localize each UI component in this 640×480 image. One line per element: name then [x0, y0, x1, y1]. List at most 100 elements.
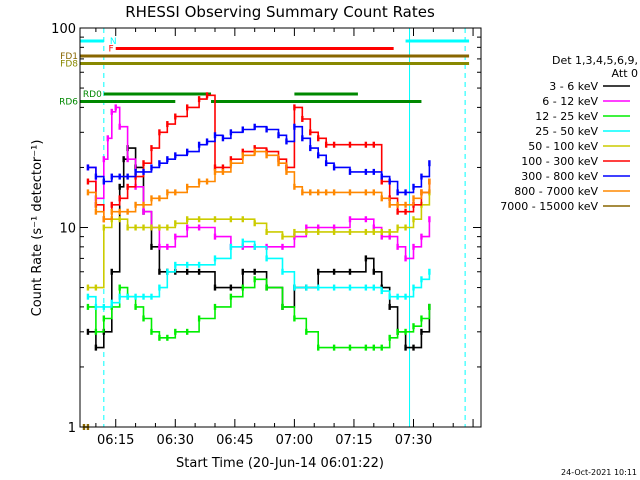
series-5-point-35: [404, 208, 407, 215]
series-6-point-4: [118, 173, 121, 180]
series-1-point-23: [305, 224, 308, 231]
legend-label-8: 7000 - 15000 keV: [500, 200, 598, 213]
legend: Det 1,3,4,5,6,9,Att 0 3 - 6 keV 6 - 12 keV…: [500, 54, 638, 213]
series-1-point-6: [118, 123, 121, 130]
series-2-point-12: [185, 328, 189, 335]
series-7-point-16: [221, 168, 225, 175]
series-4-point-9: [158, 224, 161, 231]
series-2-point-0: [86, 303, 90, 310]
series-7-point-9: [158, 195, 161, 202]
series-7-point-34: [396, 201, 399, 208]
series-3-point-18: [265, 255, 268, 262]
series-4-point-17: [253, 220, 256, 227]
state-label-5: RD0: [83, 90, 102, 100]
series-6-point-6: [134, 168, 137, 175]
series-0-point-14: [197, 268, 201, 275]
series-1-point-29: [380, 233, 383, 240]
state-label-3: FD1: [60, 52, 78, 62]
series-3-point-0: [86, 293, 90, 300]
series-6-point-24: [301, 135, 304, 142]
series-4-point-0: [86, 284, 90, 291]
series-7-point-28: [332, 189, 336, 196]
series-4-point-11: [174, 220, 177, 227]
series-0-point-10: [158, 268, 161, 275]
series-1-point-7: [126, 156, 129, 163]
series-2-point-10: [166, 334, 169, 341]
series-5-point-19: [253, 145, 256, 152]
series-4-point-5: [126, 224, 129, 231]
series-5-point-13: [197, 96, 201, 103]
series-6-point-18: [241, 126, 244, 133]
y-tick-label-2: 100: [51, 22, 76, 37]
legend-header-1: Att 0: [612, 67, 638, 80]
series-4-point-18: [265, 228, 268, 235]
series-6-point-35: [404, 189, 407, 196]
series-0-point-25: [348, 268, 352, 275]
series-2-point-16: [241, 284, 244, 291]
series-line-6: [87, 125, 431, 194]
series-4-point-7: [142, 224, 145, 231]
series-2-point-11: [174, 328, 177, 335]
series-6-point-20: [265, 126, 268, 133]
series-4-point-16: [241, 216, 244, 223]
series-7-point-8: [150, 195, 153, 202]
series-line-1: [87, 106, 431, 260]
series-3-point-3: [110, 299, 113, 306]
series-6-point-25: [309, 145, 312, 152]
series-6-point-34: [396, 189, 399, 196]
series-1-point-28: [372, 224, 376, 231]
series-5-point-9: [158, 129, 161, 136]
series-5-point-10: [166, 121, 169, 128]
series-3-point-16: [241, 238, 244, 245]
series-0-point-24: [332, 268, 336, 275]
legend-label-7: 800 - 7000 keV: [514, 185, 598, 198]
series-3-point-22: [317, 284, 320, 291]
series-0-point-5: [122, 156, 125, 163]
series-0-point-0: [86, 328, 90, 335]
series-2-point-24: [348, 344, 352, 351]
series-4-point-20: [293, 228, 296, 235]
series-7-point-26: [317, 189, 320, 196]
x-tick-label-0: 06:15: [97, 433, 134, 448]
series-0-point-18: [253, 268, 256, 275]
series-7-point-32: [380, 195, 383, 202]
series-3-point-28: [388, 293, 391, 300]
series-4-point-19: [281, 233, 284, 240]
series-7-point-29: [348, 189, 352, 196]
series-5-point-7: [142, 160, 145, 167]
series-1-point-33: [412, 243, 415, 250]
series-3-point-9: [158, 284, 161, 291]
series-4-point-15: [229, 216, 233, 223]
state-label-4: FD8: [60, 60, 78, 70]
series-5-point-17: [229, 156, 233, 163]
series-2-point-8: [150, 328, 153, 335]
series-7-point-22: [285, 168, 288, 175]
series-6-point-15: [213, 132, 217, 139]
legend-label-1: 6 - 12 keV: [542, 95, 598, 108]
series-1-point-14: [185, 224, 189, 231]
series-2-point-20: [293, 315, 296, 322]
series-4-point-2: [102, 224, 106, 231]
legend-label-4: 50 - 100 keV: [528, 140, 598, 153]
series-4-point-25: [364, 228, 368, 235]
series-3-point-13: [197, 261, 201, 268]
series-4-point-4: [118, 216, 121, 223]
series-5-point-31: [372, 141, 376, 148]
series-2-point-32: [420, 315, 423, 322]
series-5-point-18: [241, 148, 244, 155]
series-line-2: [87, 278, 431, 349]
series-2-point-29: [396, 328, 399, 335]
axes: 1 10 100 06:15 06:30 06:45 07:00 07:15 07:30: [51, 22, 481, 448]
series-6-point-21: [277, 132, 280, 139]
series-7-point-13: [197, 178, 201, 185]
series-6-point-2: [102, 178, 106, 185]
series-7-point-10: [166, 189, 169, 196]
series-5-point-12: [185, 104, 189, 111]
series-7-point-3: [110, 208, 113, 215]
series-4-point-22: [317, 228, 320, 235]
series-6-point-16: [221, 135, 225, 142]
series-5-point-5: [126, 183, 129, 190]
series-2-point-23: [332, 344, 336, 351]
series-7-point-20: [265, 152, 268, 159]
series-7-point-37: [420, 189, 423, 196]
